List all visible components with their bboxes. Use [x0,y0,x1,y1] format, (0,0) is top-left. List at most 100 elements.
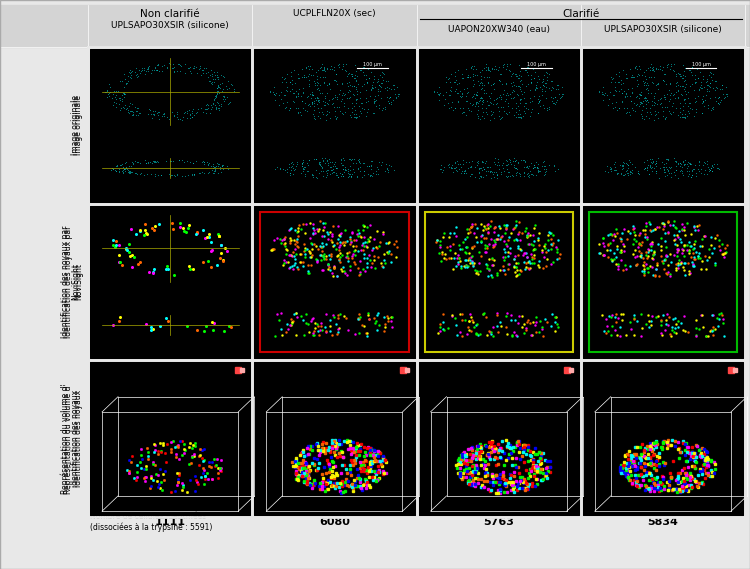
Point [643,88,655,97]
Point [592,88,604,97]
Point [337,89,349,98]
Point [342,167,354,176]
Point [639,95,651,104]
Point [323,96,335,105]
Point [614,76,626,85]
Point [350,94,361,104]
Point [211,83,223,92]
Point [452,65,464,75]
Point [366,171,378,180]
Point [472,97,484,106]
Point [650,158,662,167]
Point [682,163,694,172]
Point [695,168,707,177]
Point [537,81,549,90]
Point [382,83,394,92]
Point [476,75,488,84]
Point [210,91,222,100]
Point [286,158,298,167]
Point [654,163,666,172]
Point [482,63,494,72]
Point [518,162,530,171]
Point [658,168,670,177]
Point [622,108,634,117]
Point [176,115,188,124]
Point [124,66,136,75]
Point [336,170,348,179]
Point [364,172,376,181]
Point [472,164,484,173]
Point [677,81,689,90]
Point [344,92,355,101]
Point [470,91,482,100]
Point [373,164,385,174]
Point [118,103,130,112]
Point [524,85,536,94]
Point [302,64,314,73]
Point [432,89,444,98]
Point [460,64,472,73]
Point [336,94,348,104]
Point [665,60,677,69]
Point [659,171,671,180]
Point [292,89,304,98]
Point [428,86,440,96]
Point [368,94,380,103]
Point [640,78,652,87]
Point [695,84,707,93]
Point [663,96,675,105]
Point [610,86,622,96]
Point [490,61,502,71]
Point [457,103,469,112]
Point [652,84,664,93]
Point [324,113,336,122]
Point [466,93,478,102]
Point [122,108,134,117]
Point [119,166,131,175]
Point [542,104,554,113]
Point [485,174,497,183]
Point [158,108,170,117]
Point [449,68,461,77]
Point [543,84,555,93]
Point [512,158,524,167]
Point [269,164,281,174]
Point [382,76,394,85]
Point [142,109,154,118]
Point [700,77,712,86]
Point [514,94,526,104]
Point [524,167,536,176]
Point [376,79,388,88]
Point [208,77,220,86]
Point [671,85,683,94]
Point [346,170,358,179]
Point [705,105,717,114]
Point [149,169,161,178]
Point [143,61,155,71]
Point [199,168,211,177]
Point [481,109,493,118]
Point [689,70,701,79]
Point [130,110,142,119]
Point [314,63,326,72]
Bar [260,212,409,352]
Point [556,89,568,98]
Point [534,167,546,176]
Point [328,76,340,85]
Point [448,163,460,172]
Point [146,113,158,122]
Point [118,93,130,102]
Point [362,104,374,113]
Point [645,109,657,118]
Point [334,96,346,105]
Point [299,162,311,171]
Point [643,73,655,82]
Point [536,86,548,95]
Point [522,80,534,89]
Point [348,102,360,111]
Point [161,62,173,71]
Point [475,171,487,180]
Point [477,95,489,104]
Point [449,159,461,168]
Point [349,60,361,69]
